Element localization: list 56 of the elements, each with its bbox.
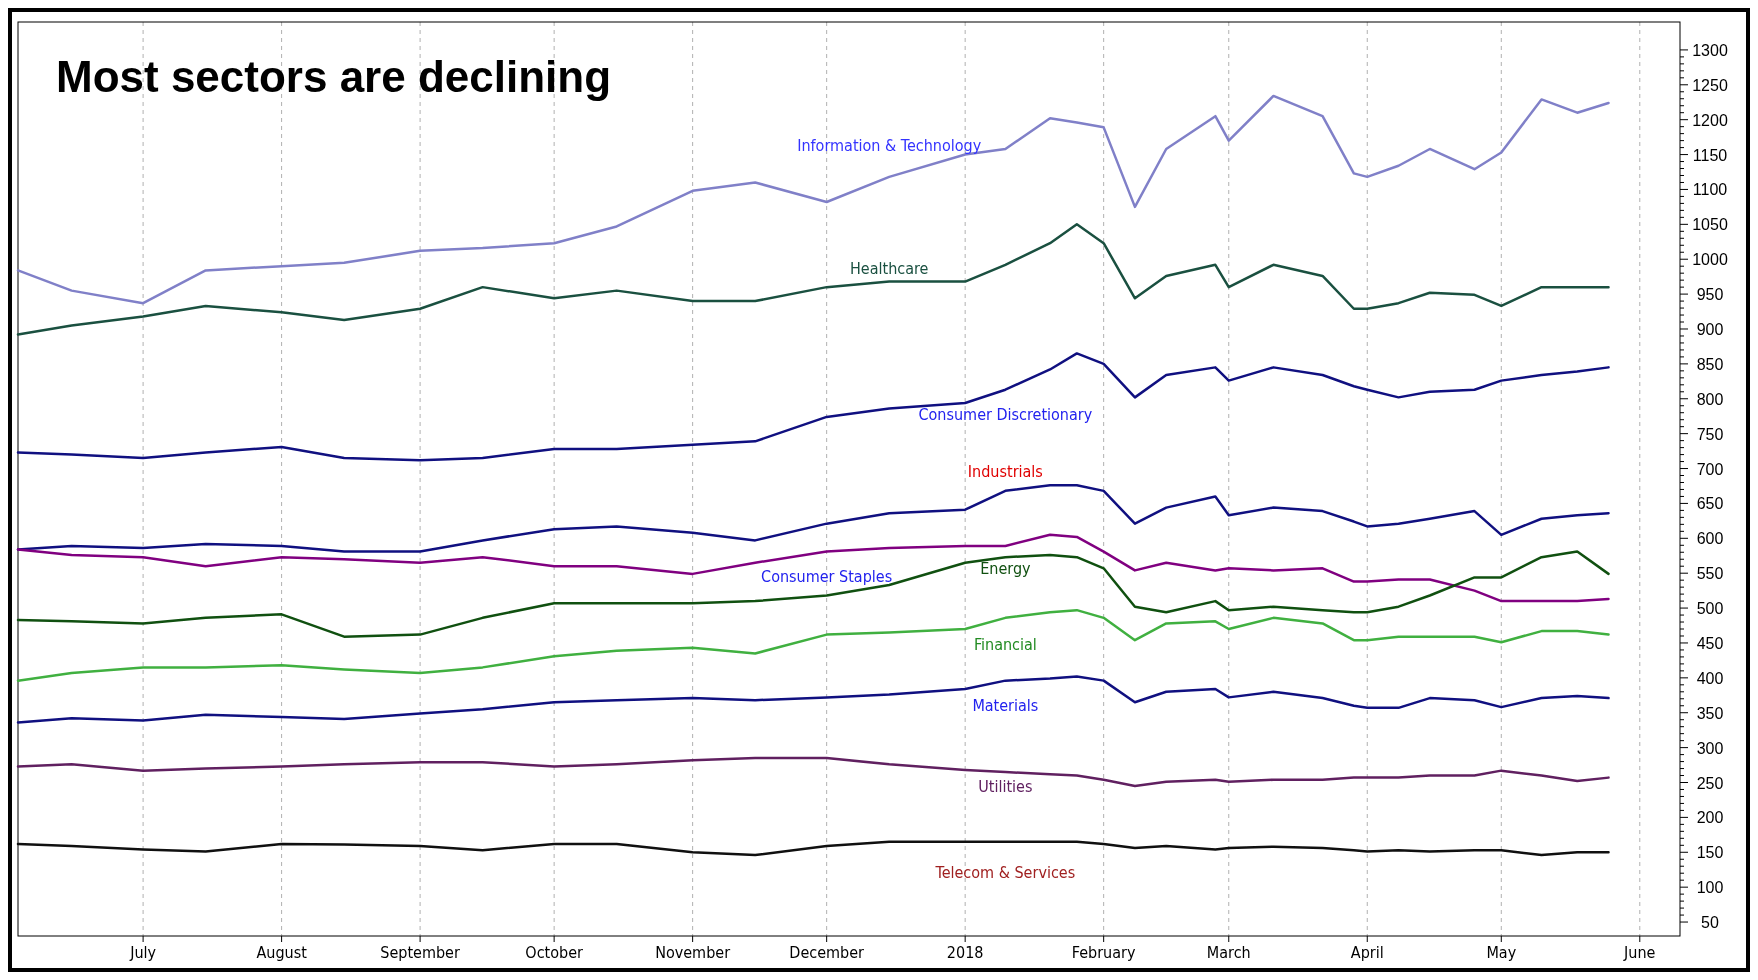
line-series <box>16 840 1610 857</box>
line-series <box>16 550 1610 638</box>
y-tick-label: 1200 <box>1692 111 1728 129</box>
y-tick-label: 600 <box>1696 530 1724 548</box>
y-tick-label: 1100 <box>1692 181 1728 199</box>
x-tick-label: May <box>1486 943 1517 962</box>
y-tick-label: 1300 <box>1692 41 1728 59</box>
series-label: Financial <box>973 634 1037 654</box>
x-tick-label: June <box>1623 943 1656 962</box>
series-label: Utilities <box>978 777 1033 797</box>
x-tick-label: February <box>1071 943 1136 962</box>
y-tick-label: 900 <box>1696 320 1724 338</box>
series-label: Consumer Discretionary <box>918 404 1093 424</box>
y-tick-label: 350 <box>1696 704 1724 722</box>
text: Most sectors are declining <box>56 52 612 101</box>
y-tick-label: 800 <box>1696 390 1724 408</box>
y-tick-label: 450 <box>1696 634 1724 652</box>
x-tick-label: 2018 <box>946 943 984 962</box>
y-tick-label: 1150 <box>1692 146 1728 164</box>
line-series <box>16 223 1610 336</box>
x-tick-label: November <box>655 943 731 962</box>
y-tick-label: 1000 <box>1692 251 1728 269</box>
line-series <box>16 352 1610 462</box>
y-tick-label: 400 <box>1696 669 1724 687</box>
y-tick-label: 200 <box>1696 809 1724 827</box>
y-tick-label: 550 <box>1696 565 1724 583</box>
y-tick-label: 650 <box>1696 495 1724 513</box>
y-tick-label: 300 <box>1696 739 1724 757</box>
y-tick-label: 850 <box>1696 355 1724 373</box>
y-tick-label: 150 <box>1696 844 1724 862</box>
series-label: Consumer Staples <box>761 566 893 586</box>
line-series <box>16 533 1610 603</box>
y-tick-label: 50 <box>1701 914 1719 932</box>
x-tick-label: September <box>380 943 460 962</box>
line-series <box>16 608 1610 682</box>
y-tick-label: 950 <box>1696 286 1724 304</box>
y-tick-label: 1050 <box>1692 216 1728 234</box>
x-tick-label: August <box>256 943 308 962</box>
x-tick-label: April <box>1350 943 1384 962</box>
line-series <box>16 675 1610 724</box>
y-tick-label: 750 <box>1696 425 1724 443</box>
y-tick-label: 500 <box>1696 600 1724 618</box>
series-label: Energy <box>980 559 1032 579</box>
y-tick-label: 1250 <box>1692 76 1728 94</box>
series-label: Healthcare <box>849 258 929 278</box>
x-tick-label: July <box>129 943 157 962</box>
x-tick-label: December <box>789 943 865 962</box>
y-tick-label: 100 <box>1696 879 1724 897</box>
series-label: Telecom & Services <box>934 862 1076 882</box>
series-label: Materials <box>972 695 1039 715</box>
series-label: Industrials <box>967 461 1043 481</box>
series-label: Information & Technology <box>797 135 982 155</box>
y-tick-label: 700 <box>1696 460 1724 478</box>
x-tick-label: March <box>1206 943 1251 962</box>
y-tick-label: 250 <box>1696 774 1724 792</box>
x-tick-label: October <box>525 943 584 962</box>
